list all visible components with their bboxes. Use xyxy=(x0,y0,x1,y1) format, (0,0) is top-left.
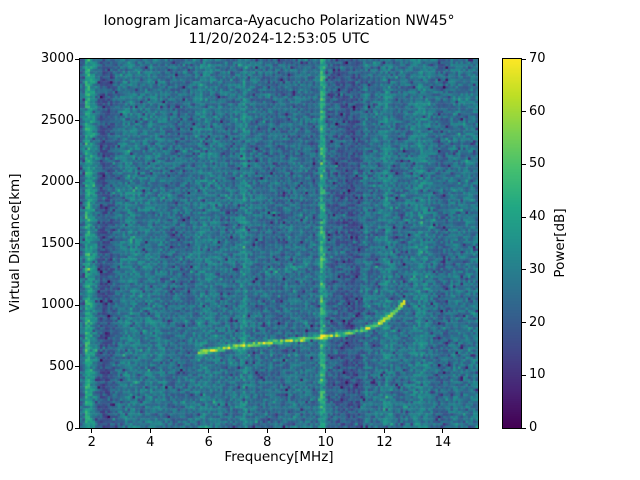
y-tick-label: 2500 xyxy=(40,112,74,128)
x-tick xyxy=(149,429,151,433)
colorbar-label: Power[dB] xyxy=(552,208,568,278)
colorbar-tick-label: 50 xyxy=(529,156,546,172)
colorbar xyxy=(503,59,521,428)
y-tick xyxy=(75,427,79,429)
chart-subtitle: 11/20/2024-12:53:05 UTC xyxy=(188,31,370,47)
colorbar-tick xyxy=(522,269,526,271)
y-tick-label: 0 xyxy=(65,420,74,435)
x-tick xyxy=(325,429,327,433)
y-axis-label: Virtual Distance[km] xyxy=(7,173,23,313)
x-tick-label: 10 xyxy=(317,435,335,450)
colorbar-tick xyxy=(522,216,526,218)
y-tick-label: 500 xyxy=(49,358,74,374)
x-axis-label: Frequency[MHz] xyxy=(224,449,334,465)
y-tick-label: 2000 xyxy=(40,174,74,189)
colorbar-tick xyxy=(522,427,526,429)
colorbar-tick-label: 10 xyxy=(529,367,546,383)
y-tick-label: 1500 xyxy=(40,235,74,251)
y-tick xyxy=(75,58,79,60)
colorbar-tick xyxy=(522,322,526,324)
colorbar-tick xyxy=(522,111,526,113)
x-tick-label: 8 xyxy=(263,435,272,450)
colorbar-tick xyxy=(522,163,526,165)
x-tick xyxy=(442,429,444,433)
x-tick-label: 4 xyxy=(146,435,155,450)
x-tick-label: 12 xyxy=(376,435,393,450)
ionogram-heatmap xyxy=(80,59,478,428)
colorbar-tick xyxy=(522,58,526,60)
y-tick xyxy=(75,366,79,367)
colorbar-tick-label: 20 xyxy=(529,314,546,330)
y-tick xyxy=(75,304,79,306)
x-tick-label: 2 xyxy=(87,435,96,450)
colorbar-tick-label: 30 xyxy=(529,261,546,277)
colorbar-tick xyxy=(522,374,526,376)
x-tick-label: 14 xyxy=(434,435,452,450)
x-tick xyxy=(91,429,93,433)
colorbar-tick-label: 60 xyxy=(529,103,546,119)
colorbar-tick-label: 40 xyxy=(529,209,546,225)
y-tick xyxy=(75,120,79,121)
x-tick xyxy=(383,429,385,433)
y-tick-label: 3000 xyxy=(40,51,74,66)
chart-title: Ionogram Jicamarca-Ayacucho Polarization… xyxy=(103,13,455,29)
colorbar-tick-label: 0 xyxy=(529,420,538,435)
y-tick xyxy=(75,243,79,244)
y-tick xyxy=(75,181,79,183)
x-tick xyxy=(208,429,210,433)
x-tick xyxy=(266,429,268,433)
x-tick-label: 6 xyxy=(204,435,213,450)
y-tick-label: 1000 xyxy=(40,297,74,312)
colorbar-tick-label: 70 xyxy=(529,51,546,66)
